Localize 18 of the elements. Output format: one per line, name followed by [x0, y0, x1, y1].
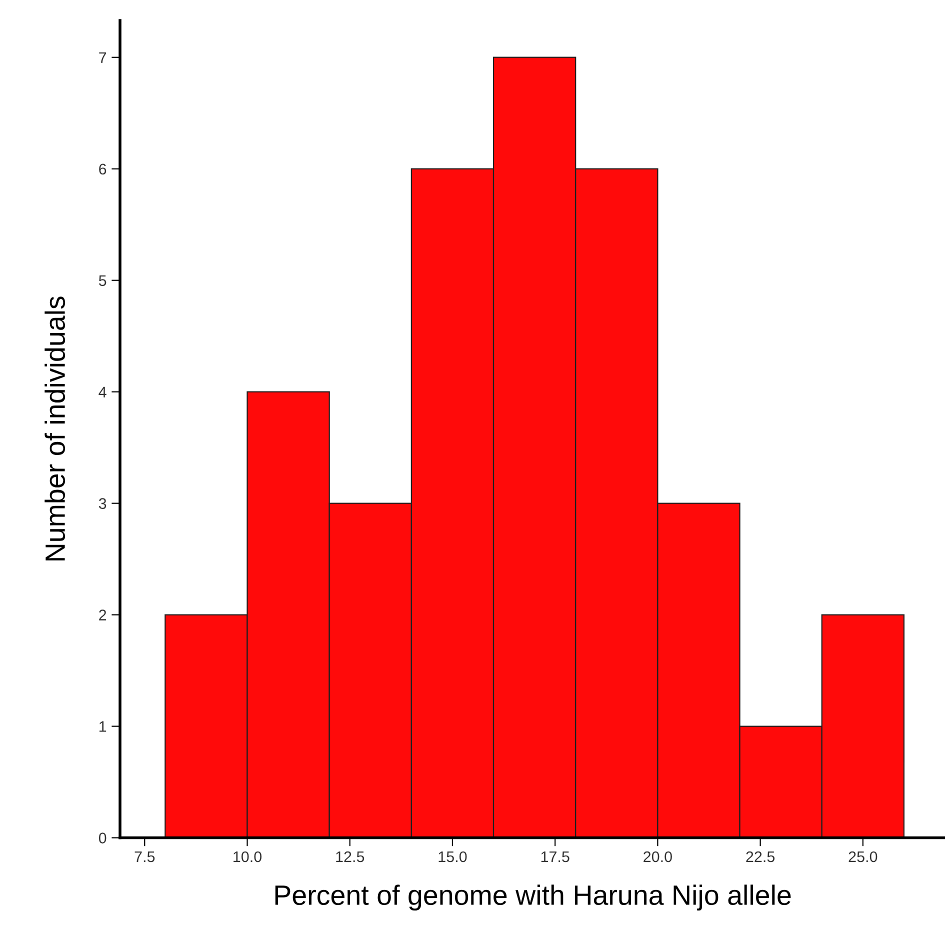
y-tick-label: 1 [99, 721, 106, 732]
x-tick-label: 17.5 [541, 852, 570, 862]
x-tick-label: 10.0 [234, 851, 262, 862]
x-tick-label: 12.5 [336, 851, 364, 862]
y-tick-label: 4 [98, 386, 106, 398]
x-tick-label: 20.0 [644, 851, 672, 862]
y-tick-label: 0 [98, 832, 106, 844]
x-tick-label: 15.0 [438, 851, 467, 862]
y-tick-label: 3 [98, 498, 106, 509]
y-tick-label: 2 [99, 610, 106, 620]
x-tick-label: 7.5 [134, 852, 155, 862]
y-tick-label: 7 [99, 52, 106, 63]
x-tick-label: 22.5 [746, 851, 775, 862]
x-axis-title: Percent of genome with Haruna Nijo allele [275, 884, 791, 911]
x-tick-label: 25.0 [848, 851, 878, 862]
y-tick-label: 5 [98, 275, 106, 286]
y-axis-title: Number of individuals [44, 296, 66, 560]
y-tick-label: 6 [99, 164, 106, 175]
